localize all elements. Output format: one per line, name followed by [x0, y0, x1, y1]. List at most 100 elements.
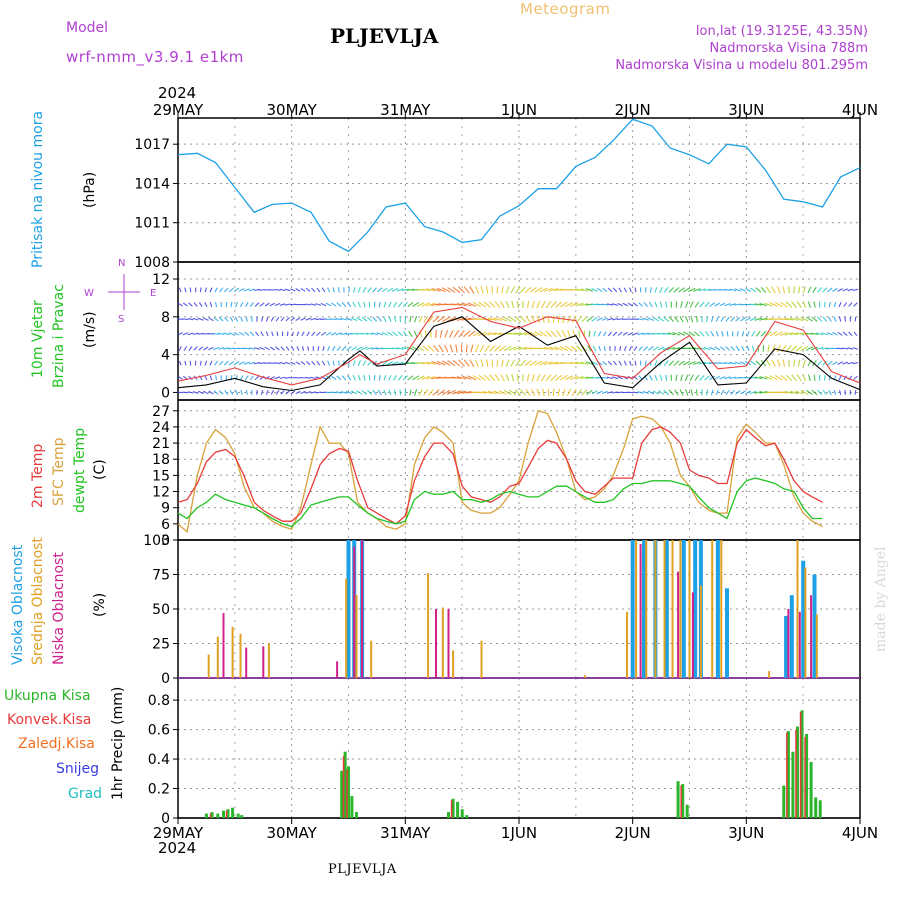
wind-arrow [843, 302, 848, 307]
cloud-bar-1 [452, 650, 455, 678]
compass-cross [104, 270, 144, 314]
wind-arrow [570, 345, 578, 352]
wind-arrow [827, 360, 833, 366]
precip-bar-0 [809, 762, 813, 818]
wind-arrow [623, 346, 627, 351]
wind-arrow [479, 344, 485, 353]
wind-arrow [837, 288, 843, 292]
wind-arrow [393, 316, 397, 323]
wind-arrow [187, 332, 194, 336]
wind-arrow [838, 316, 842, 322]
station-title: PLJEVLJA [330, 24, 439, 48]
precip-bar-0 [447, 812, 450, 818]
wind-arrow [213, 317, 219, 322]
wind-arrow [519, 315, 527, 323]
precip-bar-0 [355, 812, 358, 818]
precip-bar-0 [456, 801, 460, 818]
wind-arrow [652, 390, 660, 395]
wind-arrow [555, 301, 563, 308]
wind-arrow [784, 332, 794, 336]
wind-arrow [545, 374, 552, 382]
wind-arrow [472, 301, 482, 308]
wind-arrow [643, 346, 649, 351]
wind-arrow [800, 316, 809, 322]
wind-arrow [356, 390, 363, 395]
wind-arrow [559, 346, 569, 351]
precip-bar-0 [347, 766, 350, 818]
wind-arrow [285, 361, 291, 365]
wind-arrow [785, 374, 793, 381]
wind-arrow [295, 390, 301, 395]
wind-arrow [418, 389, 423, 396]
wind-arrow [245, 316, 248, 322]
wind-arrow [357, 286, 361, 293]
wind-arrow [564, 301, 574, 308]
wind-arrow [755, 330, 761, 337]
wind-arrow [214, 301, 218, 308]
wind-arrow [622, 331, 628, 336]
wind-arrow [362, 360, 367, 366]
wind-arrow [305, 317, 311, 321]
wind-arrow [310, 303, 317, 306]
wind-arrow [663, 389, 670, 396]
wind-arrow [336, 345, 341, 352]
wind-arrow [822, 389, 827, 396]
wind-arrow [219, 360, 224, 366]
cloud-bar-1 [583, 675, 586, 678]
wind-arrow [601, 317, 608, 321]
wind-arrow [526, 374, 530, 382]
wind-arrow [754, 390, 762, 395]
wind-arrow [617, 318, 624, 321]
wind-arrow [750, 360, 757, 366]
wind-arrow [784, 390, 794, 394]
wind-arrow [295, 288, 301, 292]
wind-arrow [265, 331, 269, 337]
precip-bar-0 [222, 810, 225, 818]
wind-arrow [827, 287, 833, 293]
wind-arrow [391, 287, 399, 292]
wind-arrow [659, 286, 663, 293]
wind-arrow [489, 345, 496, 352]
wind-arrow [256, 389, 258, 395]
wind-arrow [719, 289, 726, 291]
wind-arrow [797, 359, 801, 367]
wind-arrow [462, 302, 472, 307]
wind-arrow [601, 376, 608, 379]
precip-bar-0 [791, 751, 795, 818]
ytick-label: 0.6 [148, 723, 170, 739]
wind-arrow [715, 316, 719, 322]
wind-arrow [259, 288, 266, 291]
wind-arrow [381, 360, 388, 366]
wind-arrow [199, 287, 202, 293]
wind-arrow [734, 288, 741, 292]
wind-arrow [261, 316, 264, 322]
wind-arrow [832, 287, 838, 292]
wind-arrow [642, 317, 649, 321]
wind-arrow [397, 331, 403, 337]
xtick-label-bottom: 31MAY [380, 824, 431, 842]
xtick-label-top: 1JUN [501, 101, 537, 119]
wind-arrow [647, 390, 655, 395]
wind-arrow [496, 286, 499, 294]
wind-arrow [729, 361, 736, 365]
wind-arrow [833, 302, 837, 308]
wind-arrow [235, 301, 238, 308]
wind-arrow [177, 332, 183, 336]
wind-arrow [284, 376, 291, 379]
model-label: Model [66, 20, 109, 36]
wind-arrow [331, 375, 337, 380]
wind-arrow [725, 346, 731, 351]
wind-arrow [683, 287, 691, 293]
wind-arrow [767, 345, 770, 352]
wind-arrow [508, 332, 518, 335]
wind-arrow [740, 317, 746, 322]
wind-arrow [607, 360, 613, 366]
wind-arrow [719, 302, 726, 307]
wind-arrow [591, 390, 598, 395]
wind-arrow [642, 390, 649, 395]
wind-arrow [576, 315, 583, 323]
wind-arrow [679, 389, 684, 396]
wind-arrow [596, 317, 603, 322]
wind-arrow [714, 375, 721, 380]
precip-bar-0 [231, 807, 235, 818]
